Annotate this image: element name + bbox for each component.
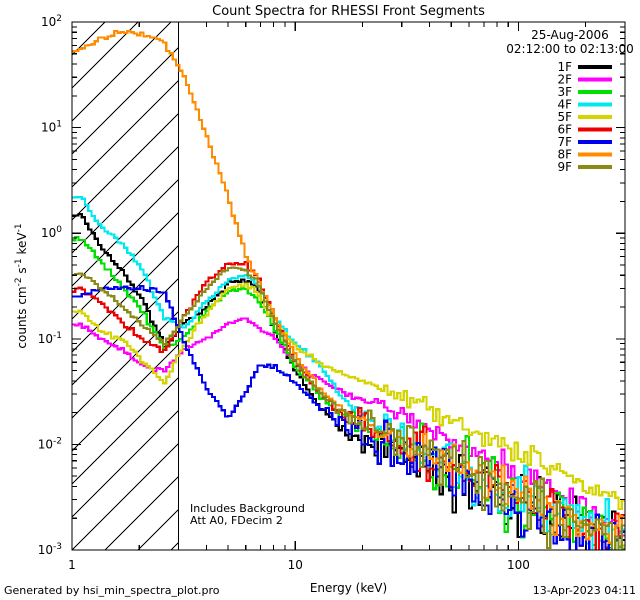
hatch-line: [72, 79, 179, 188]
date-label: 25-Aug-2006: [531, 28, 609, 42]
note-includes-background: Includes Background: [190, 502, 305, 515]
note-attenuator-state: Att A0, FDecim 2: [190, 514, 283, 527]
legend-item-7f: 7F: [557, 135, 612, 149]
series-2f: [72, 317, 625, 537]
ytick-label: 10-1: [38, 331, 62, 346]
ytick-label-group: 101: [41, 120, 62, 135]
hatch-line: [72, 244, 179, 353]
ytick-label-group: 10-3: [38, 542, 62, 557]
legend-label-6f: 6F: [557, 123, 572, 137]
plot-title: Count Spectra for RHESSI Front Segments: [212, 4, 485, 19]
xtick-label-100: 100: [507, 558, 530, 572]
legend-label-7f: 7F: [557, 135, 572, 149]
legend-item-6f: 6F: [557, 123, 612, 137]
series-5f: [72, 282, 625, 511]
footer-generator: Generated by hsi_min_spectra_plot.pro: [4, 584, 220, 597]
series-9f: [72, 266, 625, 550]
legend-label-2f: 2F: [557, 73, 572, 87]
x-axis-label: Energy (keV): [310, 581, 387, 595]
legend-label-1f: 1F: [557, 60, 572, 74]
ytick-label: 10-2: [38, 436, 62, 451]
legend-item-5f: 5F: [557, 110, 612, 124]
hatch-line: [72, 277, 179, 386]
legend-label-3f: 3F: [557, 85, 572, 99]
y-axis-label: counts cm-2 s-1 keV-1: [14, 223, 29, 348]
hatch-line: [72, 376, 179, 485]
hatch-line: [72, 409, 179, 518]
ytick-label: 100: [41, 225, 62, 240]
hatch-line: [72, 211, 179, 320]
hatched-region: [72, 22, 179, 550]
ytick-label: 101: [41, 120, 62, 135]
time-range-label: 02:12:00 to 02:13:00: [506, 42, 633, 56]
xtick-label-1: 1: [68, 558, 76, 572]
ytick-label-group: 10-2: [38, 436, 62, 451]
legend-item-2f: 2F: [557, 73, 612, 87]
footer-timestamp: 13-Apr-2023 04:11: [533, 584, 636, 597]
axis-ticks: [71, 21, 626, 551]
ytick-label: 10-3: [38, 542, 62, 557]
hatch-line: [72, 46, 179, 155]
series-1f: [72, 212, 625, 550]
ytick-label: 102: [41, 14, 62, 29]
legend-label-5f: 5F: [557, 110, 572, 124]
legend-label-8f: 8F: [557, 148, 572, 162]
legend-item-8f: 8F: [557, 148, 612, 162]
legend-item-4f: 4F: [557, 98, 612, 112]
legend-item-3f: 3F: [557, 85, 612, 99]
legend-label-9f: 9F: [557, 160, 572, 174]
legend-item-9f: 9F: [557, 160, 612, 174]
legend-item-1f: 1F: [557, 60, 612, 74]
legend-label-4f: 4F: [557, 98, 572, 112]
hatch-line: [72, 442, 179, 550]
hatch-line: [72, 22, 172, 122]
ytick-label-group: 100: [41, 225, 62, 240]
plot-frame: [71, 21, 626, 551]
series-4f: [72, 195, 625, 550]
ytick-label-group: 10-1: [38, 331, 62, 346]
ytick-label-group: 102: [41, 14, 62, 29]
data-curves: [72, 29, 625, 550]
xtick-label-10: 10: [288, 558, 303, 572]
